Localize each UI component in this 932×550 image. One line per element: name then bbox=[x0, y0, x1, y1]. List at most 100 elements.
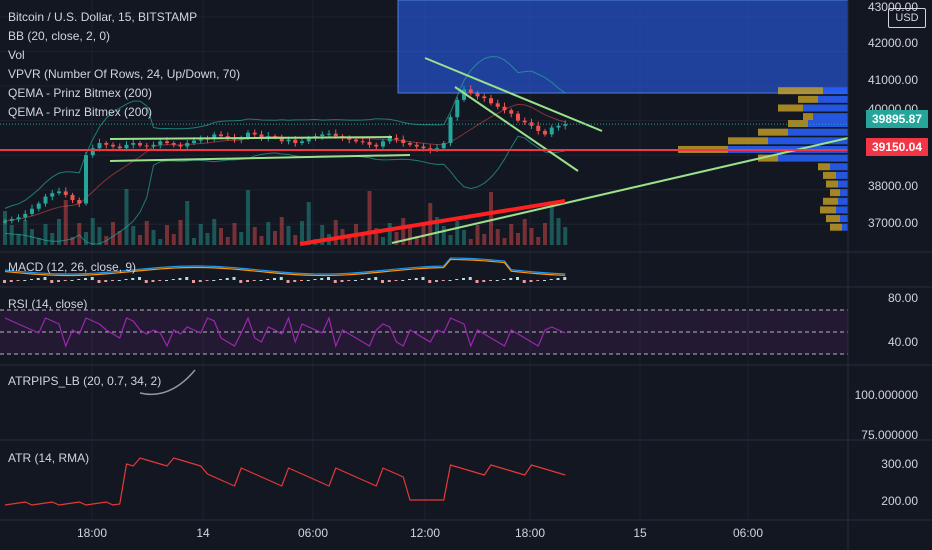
bb-upper bbox=[4, 56, 566, 209]
candle-body bbox=[441, 143, 446, 149]
volume-bars bbox=[3, 189, 568, 245]
volume-bar bbox=[151, 230, 156, 245]
candle-body bbox=[111, 144, 115, 147]
vpvr-bar-up bbox=[842, 223, 848, 231]
volume-bar bbox=[198, 224, 203, 245]
vpvr-bar-down bbox=[758, 128, 788, 136]
macd-hist bbox=[536, 280, 540, 281]
candle-body bbox=[212, 134, 217, 138]
candle-body bbox=[489, 98, 493, 104]
candle-body bbox=[165, 141, 169, 144]
macd-hist bbox=[421, 277, 425, 280]
candle-body bbox=[144, 145, 149, 147]
candle-body bbox=[131, 143, 136, 145]
volume-bar bbox=[455, 221, 460, 245]
candle-body bbox=[90, 148, 95, 156]
volume-bar bbox=[219, 228, 223, 245]
volume-bar bbox=[468, 239, 473, 245]
macd-hist bbox=[563, 277, 567, 280]
red-trend-line bbox=[299, 199, 566, 246]
volume-bar bbox=[43, 224, 48, 245]
candle-body bbox=[563, 124, 568, 126]
candle-body bbox=[219, 134, 223, 137]
volume-bar bbox=[97, 227, 102, 245]
macd-hist bbox=[124, 279, 128, 280]
macd-hist bbox=[279, 277, 283, 280]
volume-bar bbox=[70, 237, 75, 245]
volume-bar bbox=[381, 237, 385, 245]
candle-body bbox=[151, 144, 156, 147]
macd-hist bbox=[23, 280, 27, 281]
vpvr-bar-down bbox=[788, 120, 808, 128]
vpvr-bar-up bbox=[836, 206, 848, 214]
macd-hist bbox=[97, 280, 101, 283]
candle-body bbox=[16, 217, 21, 220]
candle-body bbox=[536, 125, 541, 131]
candle-body bbox=[286, 139, 291, 142]
atr-label[interactable]: ATR (14, RMA) bbox=[8, 451, 90, 465]
macd-hist bbox=[77, 279, 81, 280]
legend-qema-1[interactable]: QEMA - Prinz Bitmex (200) bbox=[8, 86, 153, 100]
volume-bar bbox=[509, 224, 514, 245]
vpvr-bar-down bbox=[818, 163, 830, 171]
volume-bar bbox=[401, 218, 406, 245]
volume-bar bbox=[23, 220, 28, 245]
candle-body bbox=[455, 99, 460, 118]
legend-bb[interactable]: BB (20, close, 2, 0) bbox=[8, 29, 111, 43]
macd-hist bbox=[144, 280, 148, 283]
currency-button[interactable]: USD bbox=[888, 8, 926, 28]
candle-body bbox=[293, 139, 298, 144]
volume-bar bbox=[360, 233, 365, 245]
vpvr-bar-down bbox=[758, 154, 778, 162]
last-price-tag: 39895.87 bbox=[866, 110, 928, 128]
candle-body bbox=[84, 155, 88, 204]
vpvr-bar-down bbox=[778, 104, 803, 112]
volume-bar bbox=[178, 220, 183, 245]
vpvr-bar-down bbox=[798, 95, 818, 103]
candle-body bbox=[543, 130, 547, 135]
macd-hist bbox=[522, 280, 526, 283]
vpvr-bar-down bbox=[830, 223, 842, 231]
candle-body bbox=[50, 193, 55, 197]
trend-lines bbox=[109, 57, 849, 246]
volume-bar bbox=[489, 192, 493, 245]
macd-hist bbox=[374, 277, 378, 280]
macd-hist bbox=[16, 280, 20, 281]
legend-qema-2[interactable]: QEMA - Prinz Bitmex (200) bbox=[8, 105, 153, 119]
macd-hist bbox=[543, 280, 546, 281]
atr-line bbox=[4, 457, 566, 506]
legend-vol[interactable]: Vol bbox=[8, 48, 25, 62]
macd-hist bbox=[165, 280, 168, 281]
vpvr-bar-down bbox=[803, 113, 813, 121]
candle-body bbox=[198, 139, 203, 141]
macd-label[interactable]: MACD (12, 26, close, 9) bbox=[8, 260, 137, 274]
candle-body bbox=[9, 219, 14, 221]
candle-body bbox=[117, 146, 122, 149]
macd-hist bbox=[468, 277, 472, 280]
volume-bar bbox=[84, 232, 88, 245]
time-tick: 14 bbox=[196, 526, 210, 540]
atrpips-tick: 75.000000 bbox=[861, 428, 918, 442]
volume-bar bbox=[131, 226, 136, 245]
macd-hist bbox=[117, 280, 121, 281]
rsi-label[interactable]: RSI (14, close) bbox=[8, 297, 88, 311]
volume-bar bbox=[266, 222, 271, 245]
vpvr-bar-down bbox=[778, 87, 823, 95]
legend-vpvr[interactable]: VPVR (Number Of Rows, 24, Up/Down, 70) bbox=[8, 67, 241, 81]
macd-hist bbox=[30, 279, 33, 280]
volume-bar bbox=[273, 231, 277, 245]
candle-body bbox=[171, 143, 176, 145]
candle-body bbox=[502, 106, 507, 111]
symbol-title[interactable]: Bitcoin / U.S. Dollar, 15, BITSTAMP bbox=[8, 10, 198, 24]
atrpips-label[interactable]: ATRPIPS_LB (20, 0.7, 34, 2) bbox=[8, 374, 162, 388]
macd-line bbox=[4, 257, 566, 275]
macd-hist bbox=[448, 280, 452, 281]
volume-bar bbox=[212, 219, 217, 245]
candle-body bbox=[509, 110, 514, 114]
support-line bbox=[391, 137, 849, 244]
line-price-tag: 39150.04 bbox=[866, 138, 928, 156]
volume-bar bbox=[536, 237, 541, 245]
macd-hist bbox=[340, 280, 344, 282]
candle-body bbox=[360, 141, 365, 143]
macd-hist bbox=[475, 280, 479, 283]
